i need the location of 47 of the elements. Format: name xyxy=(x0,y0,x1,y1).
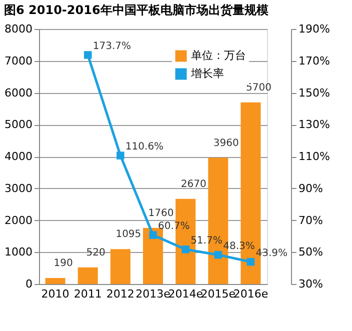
chart-title: 图6 2010-2016年中国平板电脑市场出货量规模 xyxy=(4,3,268,17)
y2-tick-label: 70% xyxy=(298,214,323,227)
point xyxy=(182,246,190,254)
point xyxy=(246,258,255,266)
y2-tick-label: 190% xyxy=(298,22,330,36)
data-label: 520 xyxy=(86,247,106,258)
point xyxy=(116,152,124,160)
data-label: 5700 xyxy=(246,82,272,94)
data-label: 3960 xyxy=(213,138,239,149)
x-tick-label: 2016e xyxy=(233,288,268,300)
y-tick-label: 1000 xyxy=(4,246,32,259)
legend-label: 增长率 xyxy=(190,67,224,80)
y-tick-label: 8000 xyxy=(4,22,32,36)
y2-tick-label: 110% xyxy=(298,150,330,163)
x-tick-label: 2011 xyxy=(74,288,102,300)
y-tick-label: 7000 xyxy=(4,54,32,68)
data-label: 1095 xyxy=(116,229,142,240)
y2-tick-label: 130% xyxy=(298,118,330,132)
x-tick-label: 2014e xyxy=(168,288,204,300)
x-tick-label: 2012 xyxy=(106,288,134,300)
y2-tick-label: 170% xyxy=(298,54,330,68)
y2-tick-label: 90% xyxy=(298,182,323,195)
y-tick-label: 0 xyxy=(26,278,32,290)
y-tick-label: 6000 xyxy=(4,86,32,100)
bar xyxy=(78,267,98,284)
bar xyxy=(143,228,163,284)
x-tick-label: 2013e xyxy=(136,288,171,300)
data-label: 110.6% xyxy=(125,142,164,153)
bar xyxy=(110,249,130,284)
legend-label: 单位：万台 xyxy=(191,49,246,62)
y2-tick-label: 50% xyxy=(298,246,323,259)
x-tick-label: 2010 xyxy=(41,288,70,300)
data-label: 2670 xyxy=(180,178,206,190)
point xyxy=(84,51,92,59)
y-tick-label: 5000 xyxy=(4,118,32,132)
point xyxy=(214,250,222,259)
bar xyxy=(45,278,66,284)
y-tick-label: 4000 xyxy=(4,150,32,163)
data-label: 173.7% xyxy=(92,40,131,52)
y-tick-label: 2000 xyxy=(4,214,32,227)
y2-tick-label: 150% xyxy=(298,86,330,100)
data-label: 190 xyxy=(54,258,73,269)
point xyxy=(149,231,157,239)
y2-tick-label: 30% xyxy=(298,278,323,290)
data-label: 1760 xyxy=(148,208,174,219)
x-tick-label: 2015e xyxy=(200,288,236,300)
y-tick-label: 3000 xyxy=(4,182,32,195)
